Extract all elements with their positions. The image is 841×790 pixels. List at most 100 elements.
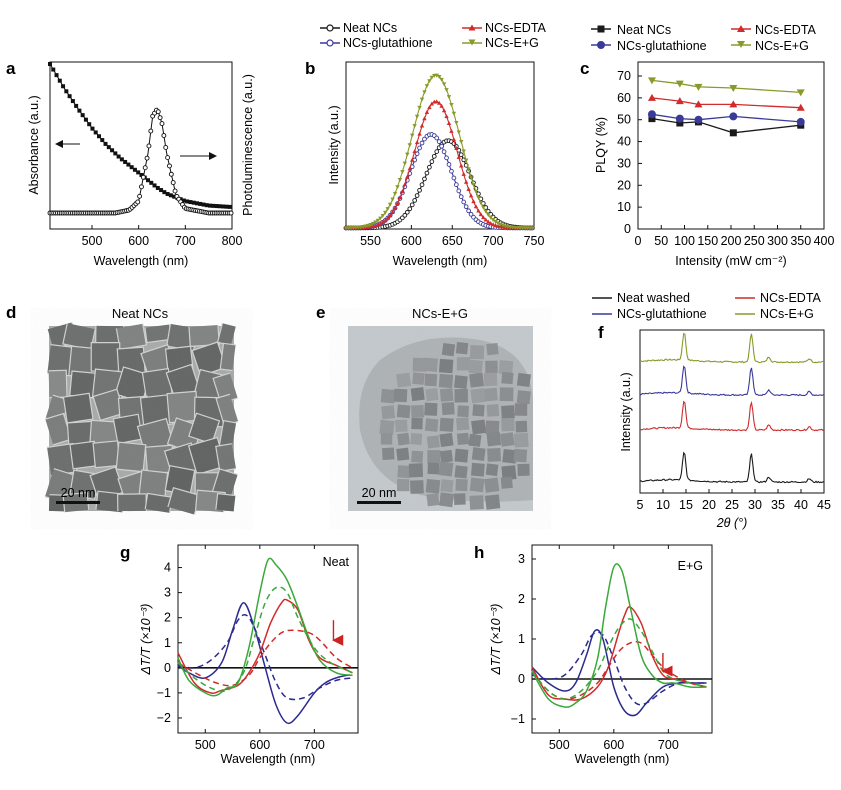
panel-b-ncs-edta-point	[407, 166, 412, 171]
panel-b-ncs-edta-point	[385, 215, 390, 220]
panel-a-absorbance-point	[159, 188, 164, 193]
panel-letter-b: b	[305, 59, 315, 78]
panel-a-absorbance-point	[191, 200, 196, 205]
panel-letter-d: d	[6, 303, 16, 322]
panel-b-ncs-glutathione-point	[451, 175, 457, 181]
panel-d-tem-image: Neat NCs 20 nm	[36, 306, 253, 523]
panel-c-ncs-glutathione-point	[729, 112, 738, 121]
panel-b-ncs-e-g-point	[405, 152, 410, 157]
panel-a-xtick-label: 600	[128, 234, 149, 248]
panel-a-pl-point	[170, 180, 176, 186]
panel-f-ncs-edta-line	[639, 400, 825, 432]
panel-b-ncs-e-g-point	[456, 130, 461, 135]
panel-c-neat-ncs-point	[648, 115, 656, 123]
panel-a-absorbance-point	[123, 159, 128, 164]
panel-a-absorbance-point	[168, 193, 173, 198]
panel-a-absorbance-point	[93, 130, 98, 135]
panel-a-xlabel: Wavelength (nm)	[94, 254, 189, 268]
legend-c-glut-marker	[597, 41, 605, 49]
panel-a-pl-point	[168, 171, 174, 177]
panel-g-red-solid-line	[177, 598, 353, 694]
panel-b-neat-ncs-point	[419, 182, 425, 188]
panel-h-ytick-label: 1	[518, 632, 525, 646]
panel-a-absorbance-point	[152, 183, 157, 188]
panel-b-ncs-edta-point	[439, 103, 444, 108]
panel-h-ylabel: ΔT/T (×10⁻³)	[489, 604, 503, 676]
panel-b-ncs-e-g-point	[436, 74, 442, 79]
panel-b-ncs-e-g-point	[454, 120, 459, 125]
legend-b-eg: NCs-E+G	[485, 36, 539, 50]
panel-b-neat-ncs-point	[429, 159, 435, 164]
panel-c-ncs-edta-point	[675, 97, 684, 105]
panel-h-xlabel: Wavelength (nm)	[575, 752, 670, 766]
panel-f-ncs-glutathione-line	[639, 365, 825, 397]
panel-b-ncs-edta-point	[429, 101, 435, 106]
panel-b-neat-ncs-point	[424, 170, 430, 176]
panel-b-ncs-edta-point	[392, 205, 398, 210]
panel-c-ncs-edta-point	[796, 103, 805, 111]
panel-h-ytick-label: 2	[518, 592, 525, 606]
panel-b-ncs-e-g-point	[419, 97, 425, 102]
panel-c-xtick-label: 50	[654, 234, 668, 248]
panel-a-pl-point	[172, 188, 178, 194]
panel-d-title: Neat NCs	[112, 306, 169, 321]
panel-a-absorbance-point	[90, 126, 95, 131]
panel-f-ncs-e-g-line	[639, 332, 825, 364]
panel-b-ncs-edta-point	[422, 116, 427, 121]
panel-c-ncs-glutathione-point	[647, 110, 656, 119]
panel-b-ncs-e-g-point	[385, 207, 390, 212]
panel-b-ncs-glutathione-point	[444, 155, 449, 161]
panel-b-ncs-edta-line	[346, 101, 534, 229]
panel-a-ylabel-right: Photoluminescence (a.u.)	[241, 74, 255, 216]
panel-a-xtick-label: 700	[175, 234, 196, 248]
panel-b-ncs-e-g-point	[449, 103, 454, 108]
legend-c-glut: NCs-glutathione	[617, 39, 707, 53]
panel-a-absorbance-point	[221, 204, 226, 209]
panel-b-ncs-edta-point	[466, 186, 471, 191]
panel-c-ncs-glutathione-point	[694, 115, 703, 124]
panel-a-absorbance-point	[61, 84, 66, 89]
panel-b-ncs-edta-point	[488, 221, 493, 226]
panel-a-absorbance-point	[51, 67, 56, 72]
panel-b-ncs-glutathione-point	[468, 211, 474, 217]
panel-a-pl-point	[139, 184, 144, 190]
panel-b-neat-ncs-point	[412, 198, 418, 203]
panel-b-ncs-e-g-point	[397, 178, 403, 183]
panel-b-ncs-e-g-point	[488, 215, 493, 220]
panel-a-absorbance-point	[87, 122, 92, 127]
panel-b-ncs-edta-point	[471, 199, 476, 204]
panel-c-ytick-label: 30	[617, 156, 631, 170]
panel-a-absorbance-point	[214, 204, 219, 209]
panel-b-ncs-edta-point	[405, 174, 410, 179]
panel-a-frame	[49, 61, 233, 230]
panel-b-ncs-e-g-point	[412, 124, 417, 129]
panel-c-ncs-e-g-line	[651, 79, 801, 94]
panel-b-ncs-edta-point	[481, 215, 486, 220]
panel-a-absorbance-point	[185, 199, 190, 204]
panel-a-absorbance-point	[77, 108, 82, 113]
panel-b-ncs-e-g-point	[390, 197, 395, 202]
panel-b-ncs-glutathione-point	[466, 208, 471, 214]
panel-a-pl-point	[144, 155, 150, 161]
panel-b-ncs-edta-point	[434, 99, 439, 104]
panel-a-pl-point	[148, 128, 154, 134]
panel-g-inset-label: Neat	[323, 555, 350, 569]
panel-b-ncs-edta-point	[444, 114, 449, 119]
panel-c-ncs-e-g-point	[796, 89, 805, 97]
panel-b-ncs-edta-point	[473, 204, 479, 209]
panel-b-ncs-e-g-point	[446, 95, 452, 100]
panel-c-xtick-label: 200	[721, 234, 742, 248]
legend-b-neat-marker	[326, 24, 334, 32]
legend-f-eg: NCs-E+G	[760, 307, 814, 321]
panel-b-neat-ncs-point	[407, 206, 413, 212]
panel-g-xlabel: Wavelength (nm)	[221, 752, 316, 766]
legend-c-edta-marker	[737, 25, 745, 32]
panel-a-absorbance-point	[227, 204, 232, 209]
panel-c-ytick-label: 20	[617, 178, 631, 192]
panel-b-ncs-e-g-point	[365, 223, 371, 228]
panel-a-absorbance-point	[204, 203, 209, 208]
panel-a-pl-point	[155, 109, 161, 115]
panel-b-ncs-edta-point	[427, 105, 432, 110]
panel-b-ncs-e-g-point	[395, 185, 400, 190]
panel-a-pl-point	[157, 115, 163, 121]
